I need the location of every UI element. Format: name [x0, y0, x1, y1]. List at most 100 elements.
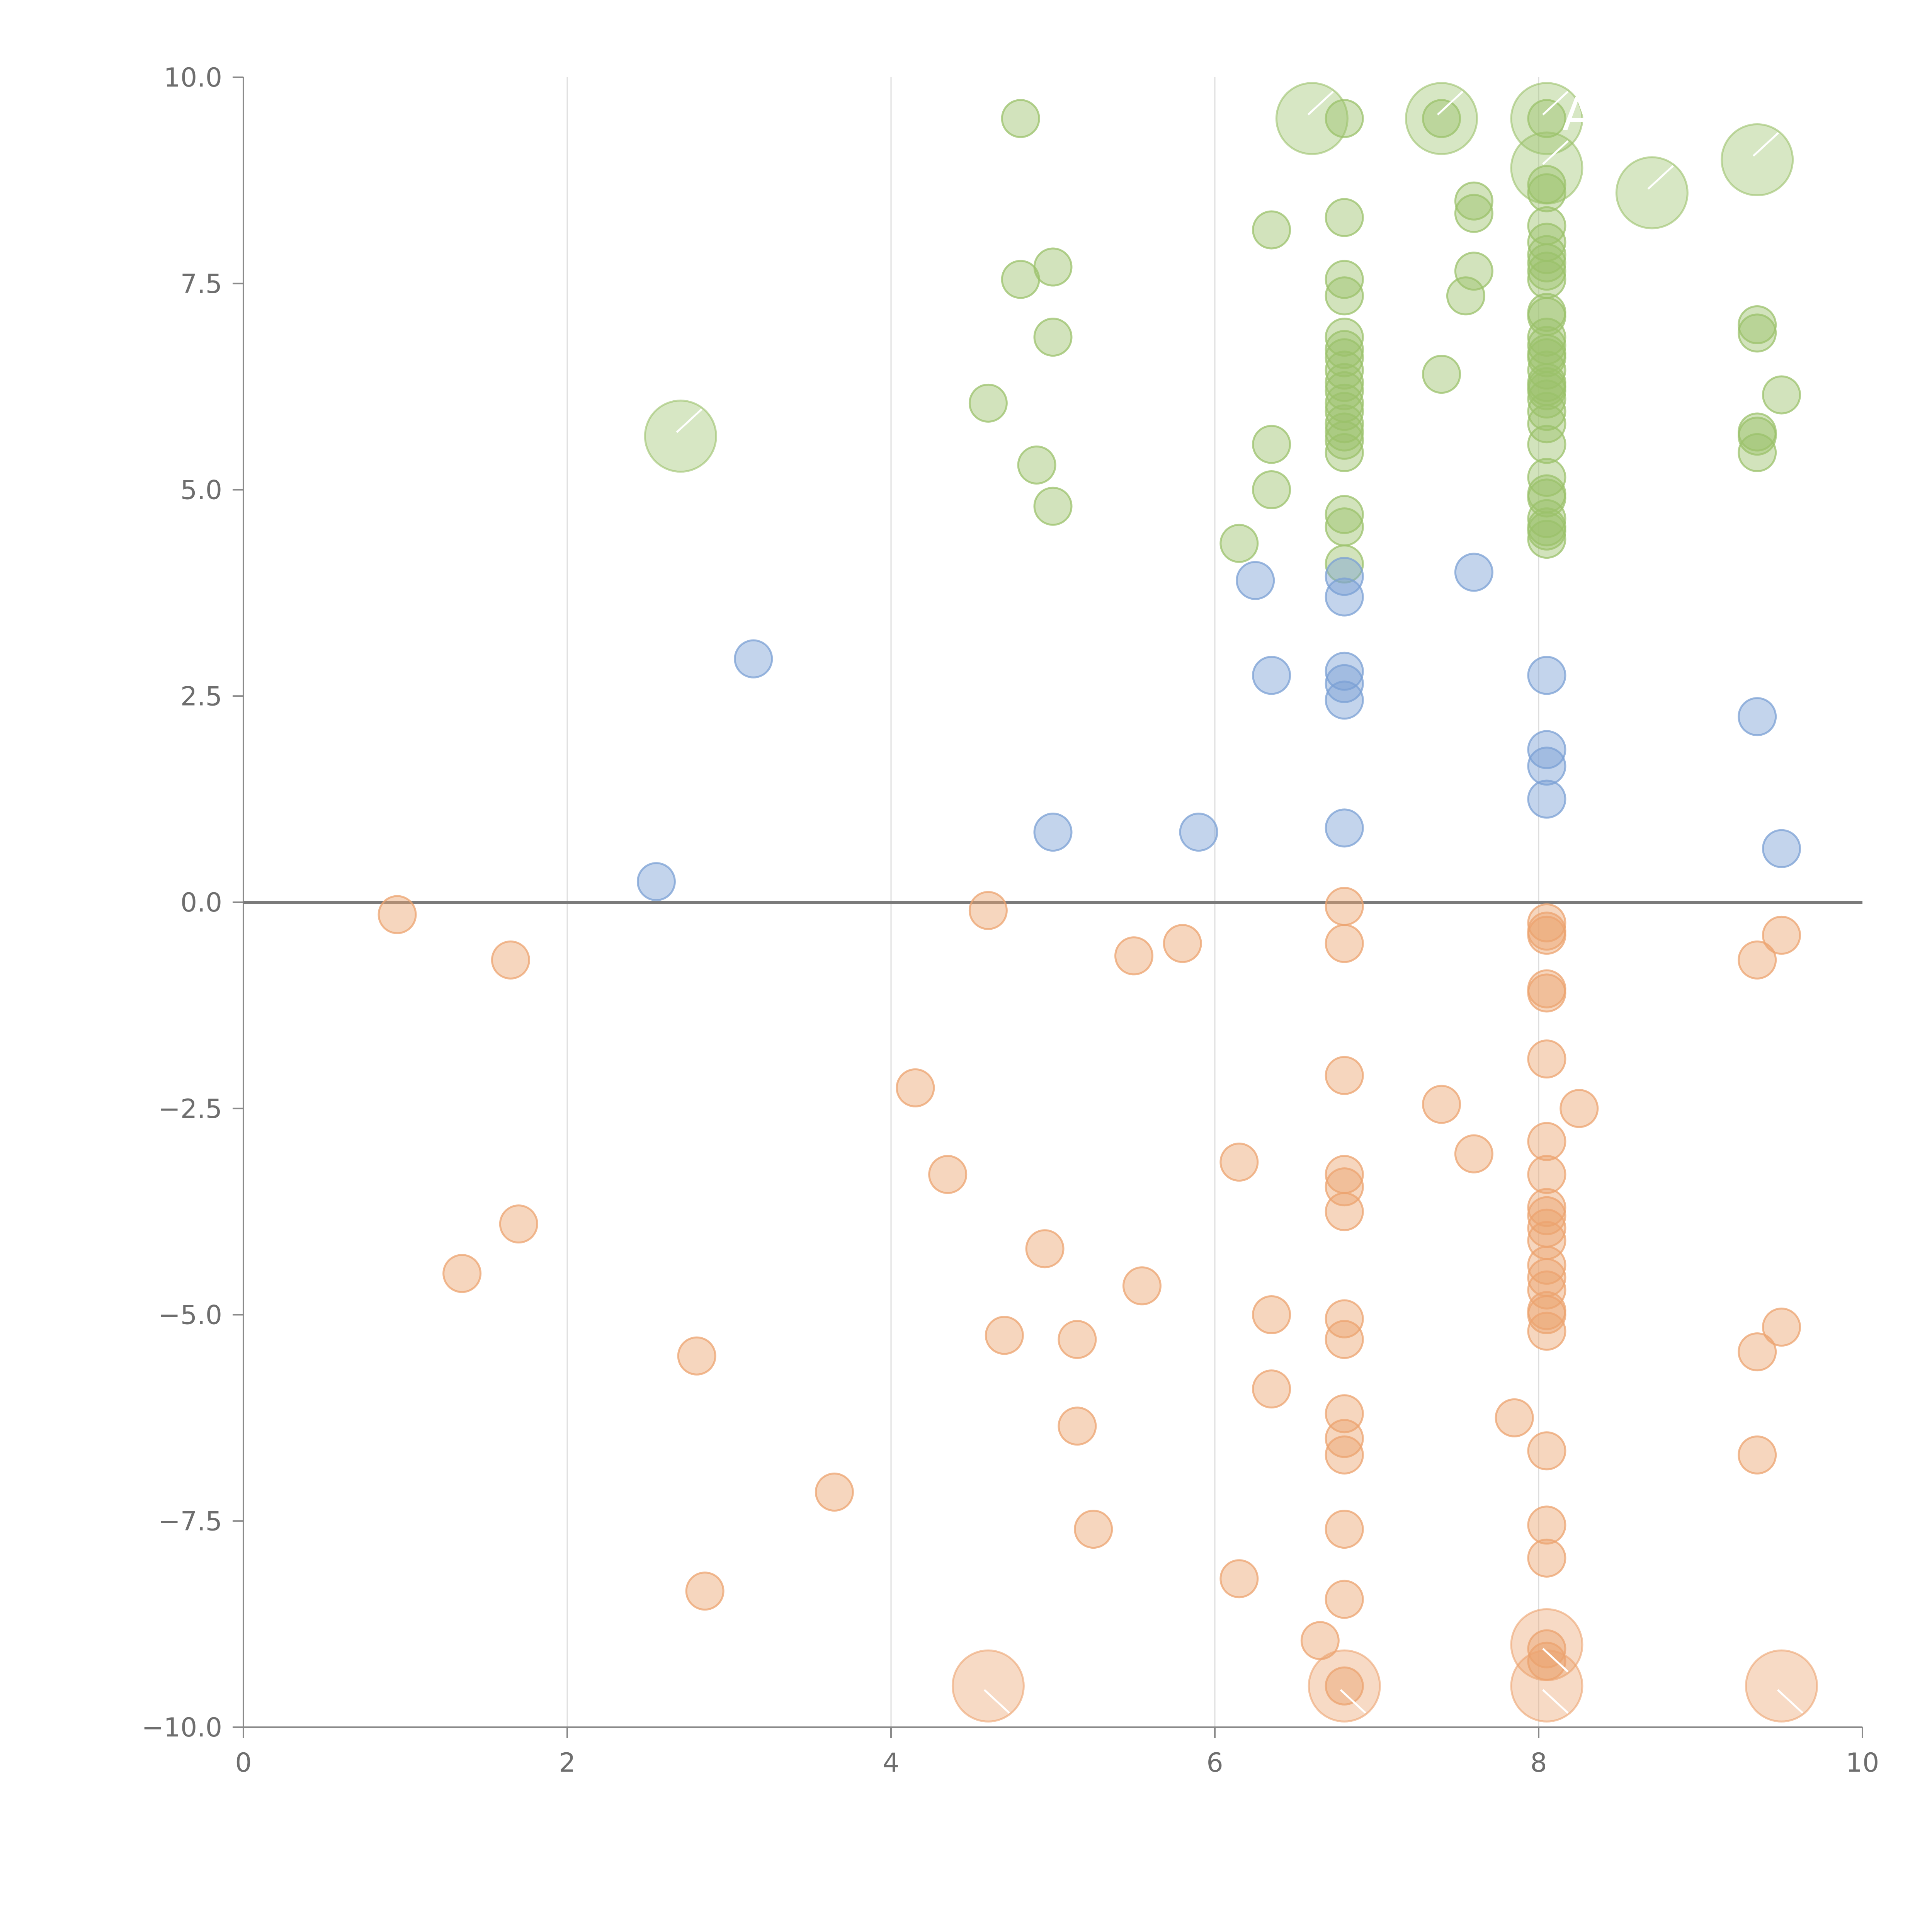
highlighted-point [1745, 1649, 1818, 1723]
y-tick-label: −5.0 [158, 1300, 222, 1331]
data-point [1325, 420, 1364, 460]
data-point [1527, 1122, 1566, 1161]
data-point [1446, 276, 1485, 316]
x-tick-label: 10 [1846, 1748, 1879, 1778]
data-point [1325, 1419, 1364, 1458]
data-point [1325, 99, 1364, 138]
data-point [1325, 1510, 1364, 1549]
data-point [1527, 903, 1566, 942]
data-point [1325, 1666, 1364, 1706]
data-point [1325, 330, 1364, 369]
data-point [1527, 243, 1566, 282]
x-tick-label: 2 [559, 1748, 575, 1778]
data-point [1219, 1143, 1259, 1182]
data-point [1325, 371, 1364, 410]
data-point [1738, 1435, 1777, 1475]
data-point [1325, 808, 1364, 848]
data-point [442, 1254, 482, 1293]
data-point [1527, 252, 1566, 291]
data-point [1527, 425, 1566, 464]
label-leader-line [1542, 1689, 1569, 1714]
data-point [1325, 350, 1364, 390]
data-point [1236, 561, 1275, 600]
label-leader-line [1752, 132, 1779, 157]
data-point [1074, 1510, 1113, 1549]
data-point [1527, 1505, 1566, 1545]
data-point [968, 383, 1008, 423]
label-leader-line [1777, 1689, 1804, 1714]
data-point [1527, 1629, 1566, 1668]
data-point [491, 940, 530, 980]
data-point [1527, 730, 1566, 769]
data-point [1325, 1320, 1364, 1359]
data-point [1527, 457, 1566, 497]
data-point [1325, 433, 1364, 472]
data-point [1422, 1085, 1461, 1124]
data-point [1738, 433, 1777, 472]
data-point [1325, 664, 1364, 703]
labels-layer: A [676, 88, 1804, 1714]
data-point [1560, 1089, 1599, 1128]
data-point [1527, 656, 1566, 695]
data-point [1454, 194, 1493, 233]
data-point [1114, 936, 1153, 976]
data-point [1252, 656, 1291, 695]
data-point [734, 639, 773, 679]
data-point [1325, 1299, 1364, 1338]
data-point [1325, 557, 1364, 596]
data-point [1762, 375, 1801, 415]
label-leader-line [676, 408, 702, 433]
axis-layer: 0 2 4 6 8 10 10.0 7.5 5.0 2.5 0.0 −2.5 −5.0 −7.5 −10.0 [142, 63, 1879, 1778]
data-point [1122, 1266, 1162, 1306]
data-point [677, 1336, 716, 1376]
data-point [1527, 915, 1566, 955]
data-point [1738, 940, 1777, 980]
label-leader-line [1542, 140, 1569, 165]
data-point [1219, 524, 1259, 563]
data-point [1325, 392, 1364, 431]
highlighted-point [644, 400, 717, 473]
y-tick-label: −7.5 [158, 1506, 222, 1537]
data-point [1738, 697, 1777, 736]
data-point [1325, 887, 1364, 926]
highlighted-point [1721, 123, 1794, 196]
x-tick-label: 0 [235, 1748, 252, 1778]
label-leader-line [1542, 1648, 1569, 1673]
data-point [1527, 392, 1566, 431]
data-point [1527, 1311, 1566, 1351]
y-tick-label: 2.5 [180, 681, 222, 712]
data-point [1527, 779, 1566, 819]
data-point [1033, 318, 1073, 357]
y-tick-label: −10.0 [142, 1713, 222, 1743]
data-point [1058, 1320, 1097, 1359]
data-point [1252, 1295, 1291, 1334]
data-point [1527, 1039, 1566, 1079]
data-point [1325, 260, 1364, 299]
data-point [1762, 915, 1801, 955]
point-label: A [1562, 88, 1594, 141]
highlighted-point [1615, 156, 1689, 230]
data-point [1527, 1155, 1566, 1194]
label-leader-line [1437, 90, 1464, 116]
data-point [1001, 260, 1040, 299]
data-point [1252, 1369, 1291, 1409]
data-point [1454, 181, 1493, 221]
x-tick-label: 8 [1530, 1748, 1547, 1778]
data-point [1001, 99, 1040, 138]
data-point [1527, 511, 1566, 551]
y-tick-label: 0.0 [180, 888, 222, 918]
highlighted-point [1510, 1608, 1583, 1681]
data-point [1527, 260, 1566, 299]
data-point [1219, 1559, 1259, 1599]
y-tick-label: 5.0 [180, 475, 222, 506]
data-point [636, 862, 676, 901]
highlighted-point [1510, 131, 1583, 205]
data-point [1527, 520, 1566, 559]
data-point [1454, 1134, 1493, 1173]
data-point [1527, 478, 1566, 518]
data-point [1325, 198, 1364, 237]
data-point [1325, 1192, 1364, 1231]
data-point [1527, 973, 1566, 1013]
data-point [1325, 495, 1364, 534]
label-leader-line [1307, 90, 1334, 116]
